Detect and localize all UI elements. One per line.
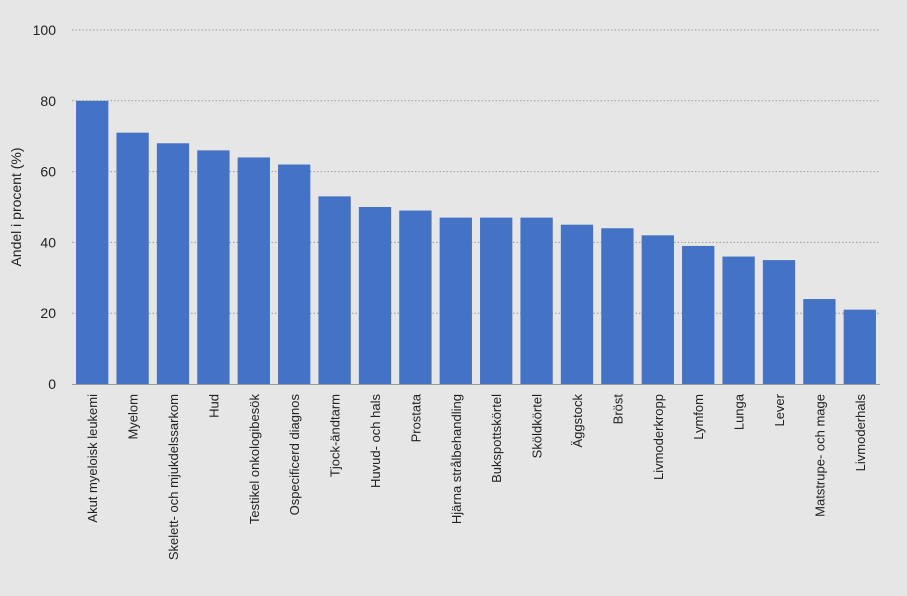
y-tick-label: 100 (33, 22, 57, 38)
bar (197, 150, 230, 384)
y-axis-title: Andel i procent (%) (8, 147, 24, 266)
x-category-label: Ospecificerd diagnos (287, 394, 302, 516)
x-category-label: Hud (206, 394, 221, 418)
bar (237, 157, 270, 384)
x-category-label: Livmoderhals (853, 394, 868, 472)
bar (399, 210, 432, 384)
bar (358, 207, 392, 384)
bar (762, 260, 796, 384)
x-category-label: Huvud- och hals (368, 394, 383, 488)
bar (76, 100, 109, 385)
y-tick-label: 60 (40, 164, 56, 180)
x-category-label: Lunga (732, 393, 747, 430)
y-tick-label: 40 (40, 234, 56, 250)
bar (803, 299, 836, 384)
x-category-label: Testikel onkologibesök (247, 394, 262, 525)
bars (76, 100, 876, 385)
x-category-label: Äggstock (570, 394, 585, 448)
bar (560, 224, 594, 384)
bar (520, 217, 553, 384)
bar (318, 196, 351, 384)
x-category-label: Myelom (126, 394, 141, 440)
x-category-label: Prostata (408, 393, 423, 442)
x-category-label: Matstrupe- och mage (812, 394, 827, 517)
bar (439, 217, 472, 384)
x-category-label: Akut myeloisk leukemi (85, 394, 100, 523)
bar (843, 309, 876, 384)
x-category-label: Tjock-ändtarm (328, 394, 343, 477)
bar (156, 143, 190, 384)
bar (722, 256, 755, 384)
bar (641, 235, 674, 384)
x-category-label: Bukspottskörtel (489, 394, 504, 483)
y-tick-label: 80 (40, 93, 56, 109)
y-axis-ticks: 0 20 40 60 80 100 (33, 22, 57, 392)
bar (601, 228, 634, 384)
x-category-label: Lever (772, 393, 787, 426)
x-category-label: Skelett- och mjukdelssarkom (166, 394, 181, 560)
x-axis-labels: Akut myeloisk leukemi Myelom Skelett- och … (85, 393, 868, 560)
bar (278, 164, 311, 384)
bar (480, 217, 513, 384)
y-tick-label: 0 (48, 376, 56, 392)
x-category-label: Hjärna strålbehandling (449, 394, 464, 524)
x-category-label: Livmoderkropp (651, 394, 666, 480)
bar (116, 132, 149, 384)
x-category-label: Sköldkörtel (530, 394, 545, 458)
x-category-label: Lymfom (691, 394, 706, 440)
bar (682, 245, 715, 384)
y-tick-label: 20 (40, 305, 56, 321)
x-category-label: Bröst (610, 394, 625, 425)
gridlines (72, 29, 880, 314)
